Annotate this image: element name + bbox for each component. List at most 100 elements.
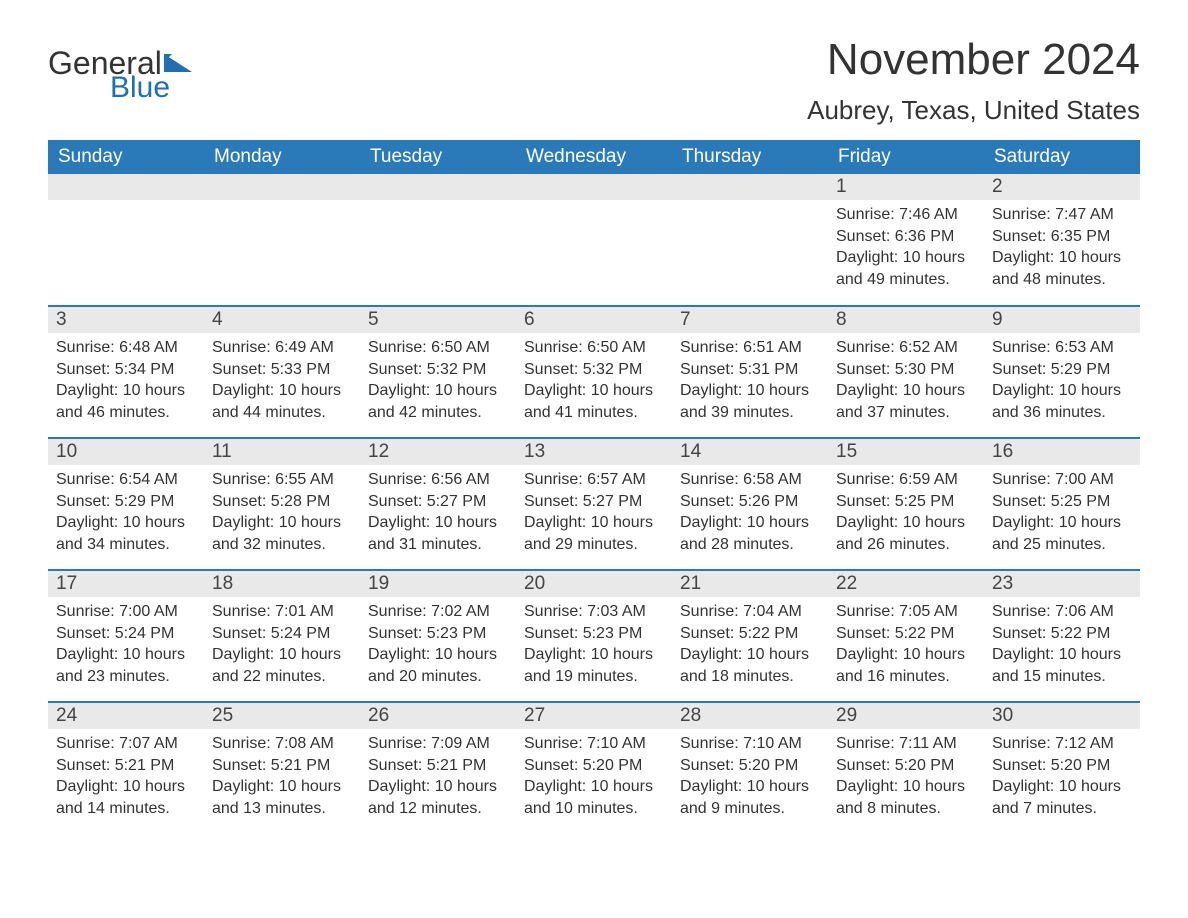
day-number: 12 [360,439,516,465]
sunset-text: Sunset: 5:32 PM [524,359,664,381]
calendar-cell: 25Sunrise: 7:08 AMSunset: 5:21 PMDayligh… [204,702,360,834]
day-header: Saturday [984,140,1140,174]
daylight-text: Daylight: 10 hours and 31 minutes. [368,512,508,555]
daylight-text: Daylight: 10 hours and 16 minutes. [836,644,976,687]
day-body: Sunrise: 7:00 AMSunset: 5:25 PMDaylight:… [984,465,1140,563]
sunrise-text: Sunrise: 6:58 AM [680,469,820,491]
calendar-cell: 5Sunrise: 6:50 AMSunset: 5:32 PMDaylight… [360,306,516,438]
sunset-text: Sunset: 5:24 PM [212,623,352,645]
day-number: 16 [984,439,1140,465]
daylight-text: Daylight: 10 hours and 26 minutes. [836,512,976,555]
calendar-cell: 27Sunrise: 7:10 AMSunset: 5:20 PMDayligh… [516,702,672,834]
day-body: Sunrise: 7:47 AMSunset: 6:35 PMDaylight:… [984,200,1140,298]
day-header-row: SundayMondayTuesdayWednesdayThursdayFrid… [48,140,1140,174]
calendar-cell-empty [360,174,516,306]
calendar-cell-empty [204,174,360,306]
sunrise-text: Sunrise: 7:07 AM [56,733,196,755]
daylight-text: Daylight: 10 hours and 9 minutes. [680,776,820,819]
sunset-text: Sunset: 5:34 PM [56,359,196,381]
sunrise-text: Sunrise: 7:11 AM [836,733,976,755]
sunrise-text: Sunrise: 6:53 AM [992,337,1132,359]
daylight-text: Daylight: 10 hours and 12 minutes. [368,776,508,819]
day-number: 17 [48,571,204,597]
calendar-cell: 26Sunrise: 7:09 AMSunset: 5:21 PMDayligh… [360,702,516,834]
day-number: 27 [516,703,672,729]
daylight-text: Daylight: 10 hours and 42 minutes. [368,380,508,423]
sunrise-text: Sunrise: 7:12 AM [992,733,1132,755]
day-body: Sunrise: 7:11 AMSunset: 5:20 PMDaylight:… [828,729,984,827]
sunset-text: Sunset: 6:35 PM [992,226,1132,248]
sunset-text: Sunset: 5:25 PM [836,491,976,513]
day-number: 7 [672,307,828,333]
sunrise-text: Sunrise: 6:56 AM [368,469,508,491]
day-body: Sunrise: 7:05 AMSunset: 5:22 PMDaylight:… [828,597,984,695]
daylight-text: Daylight: 10 hours and 37 minutes. [836,380,976,423]
sunset-text: Sunset: 5:29 PM [56,491,196,513]
daylight-text: Daylight: 10 hours and 41 minutes. [524,380,664,423]
day-number: 23 [984,571,1140,597]
sunset-text: Sunset: 5:21 PM [368,755,508,777]
sunrise-text: Sunrise: 7:08 AM [212,733,352,755]
daylight-text: Daylight: 10 hours and 46 minutes. [56,380,196,423]
calendar-week-row: 10Sunrise: 6:54 AMSunset: 5:29 PMDayligh… [48,438,1140,570]
day-number: 5 [360,307,516,333]
day-number: 2 [984,174,1140,200]
daylight-text: Daylight: 10 hours and 14 minutes. [56,776,196,819]
calendar-cell: 1Sunrise: 7:46 AMSunset: 6:36 PMDaylight… [828,174,984,306]
sunrise-text: Sunrise: 6:51 AM [680,337,820,359]
sunset-text: Sunset: 5:27 PM [524,491,664,513]
day-number: 19 [360,571,516,597]
calendar-cell: 17Sunrise: 7:00 AMSunset: 5:24 PMDayligh… [48,570,204,702]
logo-word2: Blue [110,73,194,103]
daylight-text: Daylight: 10 hours and 13 minutes. [212,776,352,819]
day-body: Sunrise: 6:59 AMSunset: 5:25 PMDaylight:… [828,465,984,563]
sunset-text: Sunset: 5:28 PM [212,491,352,513]
day-number: 18 [204,571,360,597]
daylight-text: Daylight: 10 hours and 48 minutes. [992,247,1132,290]
day-number [360,174,516,200]
sunrise-text: Sunrise: 7:03 AM [524,601,664,623]
calendar-cell: 16Sunrise: 7:00 AMSunset: 5:25 PMDayligh… [984,438,1140,570]
sunrise-text: Sunrise: 7:10 AM [524,733,664,755]
day-body: Sunrise: 6:55 AMSunset: 5:28 PMDaylight:… [204,465,360,563]
sunrise-text: Sunrise: 7:10 AM [680,733,820,755]
day-body: Sunrise: 6:57 AMSunset: 5:27 PMDaylight:… [516,465,672,563]
sunset-text: Sunset: 5:20 PM [992,755,1132,777]
calendar-cell: 13Sunrise: 6:57 AMSunset: 5:27 PMDayligh… [516,438,672,570]
sunset-text: Sunset: 5:33 PM [212,359,352,381]
sunrise-text: Sunrise: 7:09 AM [368,733,508,755]
sunset-text: Sunset: 5:20 PM [836,755,976,777]
day-body: Sunrise: 6:49 AMSunset: 5:33 PMDaylight:… [204,333,360,431]
day-body: Sunrise: 6:51 AMSunset: 5:31 PMDaylight:… [672,333,828,431]
calendar-cell: 21Sunrise: 7:04 AMSunset: 5:22 PMDayligh… [672,570,828,702]
sunset-text: Sunset: 5:26 PM [680,491,820,513]
day-body: Sunrise: 6:54 AMSunset: 5:29 PMDaylight:… [48,465,204,563]
calendar-cell: 19Sunrise: 7:02 AMSunset: 5:23 PMDayligh… [360,570,516,702]
sunrise-text: Sunrise: 7:04 AM [680,601,820,623]
day-body: Sunrise: 6:53 AMSunset: 5:29 PMDaylight:… [984,333,1140,431]
day-body: Sunrise: 7:00 AMSunset: 5:24 PMDaylight:… [48,597,204,695]
calendar-cell: 20Sunrise: 7:03 AMSunset: 5:23 PMDayligh… [516,570,672,702]
calendar-cell: 22Sunrise: 7:05 AMSunset: 5:22 PMDayligh… [828,570,984,702]
day-number: 28 [672,703,828,729]
day-body: Sunrise: 7:12 AMSunset: 5:20 PMDaylight:… [984,729,1140,827]
sunset-text: Sunset: 5:24 PM [56,623,196,645]
calendar-cell: 4Sunrise: 6:49 AMSunset: 5:33 PMDaylight… [204,306,360,438]
sunset-text: Sunset: 5:23 PM [524,623,664,645]
sunset-text: Sunset: 5:22 PM [836,623,976,645]
sunset-text: Sunset: 5:22 PM [680,623,820,645]
day-number: 24 [48,703,204,729]
calendar-cell: 30Sunrise: 7:12 AMSunset: 5:20 PMDayligh… [984,702,1140,834]
sunset-text: Sunset: 5:23 PM [368,623,508,645]
calendar-cell: 23Sunrise: 7:06 AMSunset: 5:22 PMDayligh… [984,570,1140,702]
day-body: Sunrise: 7:08 AMSunset: 5:21 PMDaylight:… [204,729,360,827]
calendar-cell: 6Sunrise: 6:50 AMSunset: 5:32 PMDaylight… [516,306,672,438]
calendar-week-row: 3Sunrise: 6:48 AMSunset: 5:34 PMDaylight… [48,306,1140,438]
day-header: Thursday [672,140,828,174]
day-body: Sunrise: 6:58 AMSunset: 5:26 PMDaylight:… [672,465,828,563]
day-number: 3 [48,307,204,333]
calendar-cell: 9Sunrise: 6:53 AMSunset: 5:29 PMDaylight… [984,306,1140,438]
day-body: Sunrise: 7:10 AMSunset: 5:20 PMDaylight:… [516,729,672,827]
day-body: Sunrise: 7:09 AMSunset: 5:21 PMDaylight:… [360,729,516,827]
day-body: Sunrise: 6:50 AMSunset: 5:32 PMDaylight:… [360,333,516,431]
